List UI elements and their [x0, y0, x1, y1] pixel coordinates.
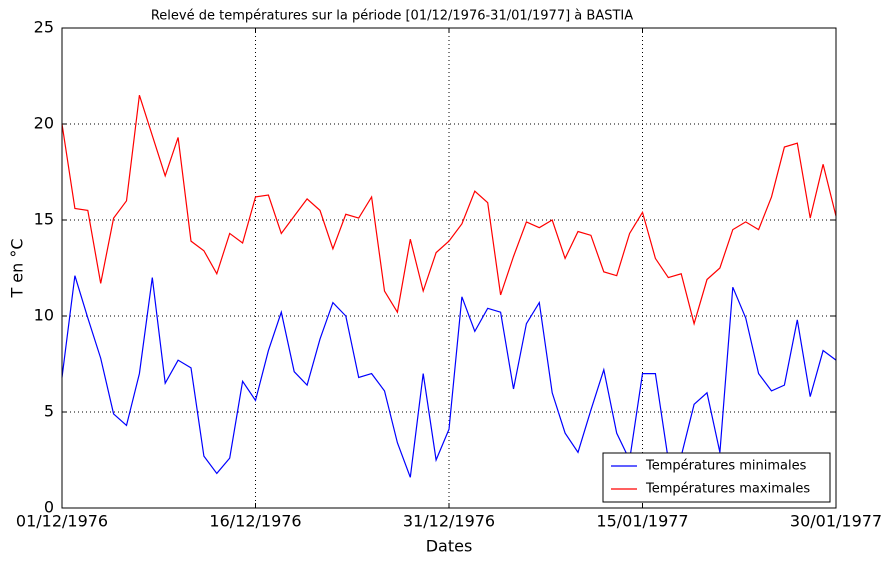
- legend-label: Températures maximales: [645, 482, 810, 497]
- y-tick-label: 25: [34, 18, 54, 37]
- y-tick-label: 0: [44, 498, 54, 517]
- data-line: [61, 95, 837, 326]
- chart-title: Relevé de températures sur la période [0…: [151, 9, 633, 24]
- plot-frame: [61, 27, 837, 509]
- legend-box: [602, 452, 831, 503]
- legend-label: Températures minimales: [645, 459, 807, 474]
- x-tick-label: 01/12/1976: [16, 512, 108, 531]
- x-tick-label: 16/12/1976: [209, 512, 301, 531]
- data-line: [61, 275, 837, 478]
- y-tick-label: 5: [44, 402, 54, 421]
- x-tick-label: 31/12/1976: [403, 512, 495, 531]
- y-tick-label: 10: [34, 306, 54, 325]
- y-tick-label: 20: [34, 114, 54, 133]
- y-tick-label: 15: [34, 210, 54, 229]
- x-axis-label: Dates: [426, 537, 473, 556]
- x-tick-label: 30/01/1977: [790, 512, 882, 531]
- y-axis-label: T en °C: [8, 238, 27, 298]
- x-tick-label: 15/01/1977: [596, 512, 688, 531]
